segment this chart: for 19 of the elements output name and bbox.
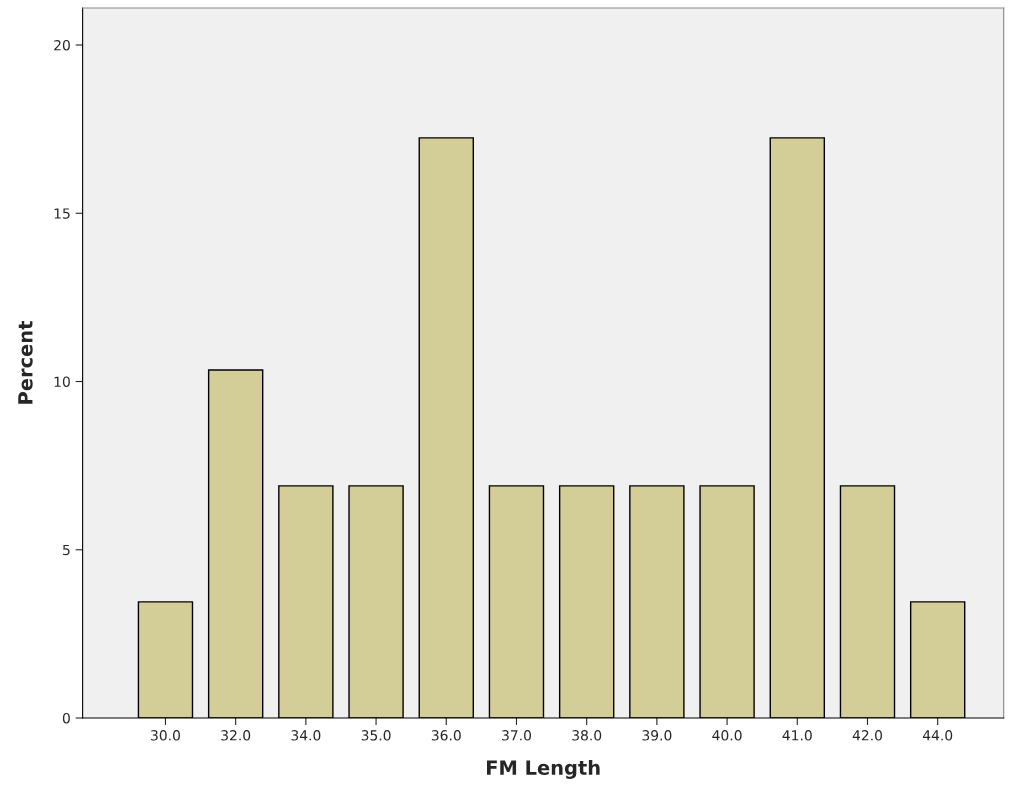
x-tick-label: 34.0 bbox=[291, 730, 321, 741]
x-tick-label: 38.0 bbox=[572, 730, 602, 741]
x-tick-label: 36.0 bbox=[431, 730, 461, 741]
x-tick-label: 44.0 bbox=[922, 730, 953, 741]
y-tick-label: 5 bbox=[63, 544, 70, 556]
y-axis-title: Percent bbox=[18, 321, 33, 404]
y-tick-label: 20 bbox=[54, 39, 70, 51]
x-tick-label: 41.0 bbox=[782, 730, 812, 741]
x-tick-label: 39.0 bbox=[642, 730, 672, 741]
x-tick-label: 30.0 bbox=[151, 730, 180, 741]
x-tick-label: 32.0 bbox=[221, 730, 251, 741]
y-tick-label: 0 bbox=[62, 712, 70, 724]
y-tick-label: 10 bbox=[54, 376, 70, 387]
x-tick-label: 37.0 bbox=[502, 730, 532, 741]
x-tick-label: 35.0 bbox=[361, 730, 391, 741]
x-axis-title: FM Length bbox=[487, 759, 600, 779]
x-tick-label: 40.0 bbox=[712, 730, 742, 741]
y-tick-label: 15 bbox=[54, 208, 70, 219]
x-tick-label: 42.0 bbox=[852, 730, 883, 741]
